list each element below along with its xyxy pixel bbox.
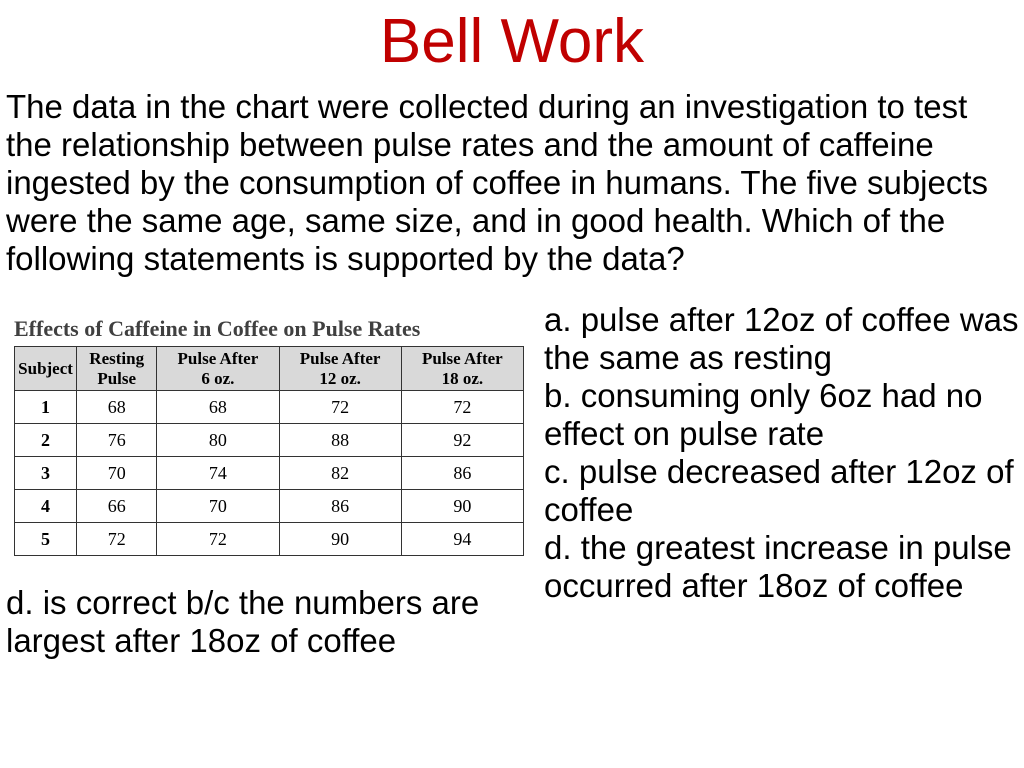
table-row: 1 68 68 72 72 (15, 391, 524, 424)
cell-subject: 1 (15, 391, 77, 424)
col-after-18oz: Pulse After18 oz. (401, 347, 523, 391)
answer-a: a. pulse after 12oz of coffee was the sa… (544, 301, 1024, 377)
cell: 76 (77, 424, 157, 457)
cell: 72 (401, 391, 523, 424)
cell: 74 (157, 457, 279, 490)
cell-subject: 3 (15, 457, 77, 490)
answer-d: d. the greatest increase in pulse occurr… (544, 529, 1024, 605)
table-body: 1 68 68 72 72 2 76 80 88 92 3 70 74 (15, 391, 524, 556)
cell: 88 (279, 424, 401, 457)
table-row: 2 76 80 88 92 (15, 424, 524, 457)
cell: 94 (401, 523, 523, 556)
col-resting: RestingPulse (77, 347, 157, 391)
cell: 70 (157, 490, 279, 523)
cell: 86 (401, 457, 523, 490)
cell: 72 (279, 391, 401, 424)
cell: 80 (157, 424, 279, 457)
table-row: 3 70 74 82 86 (15, 457, 524, 490)
col-subject: Subject (15, 347, 77, 391)
cell: 68 (157, 391, 279, 424)
cell: 72 (157, 523, 279, 556)
cell: 66 (77, 490, 157, 523)
table-row: 4 66 70 86 90 (15, 490, 524, 523)
col-after-12oz: Pulse After12 oz. (279, 347, 401, 391)
question-text: The data in the chart were collected dur… (6, 88, 1018, 278)
pulse-table: Subject RestingPulse Pulse After6 oz. Pu… (14, 346, 524, 556)
slide: Bell Work The data in the chart were col… (0, 6, 1024, 768)
cell-subject: 2 (15, 424, 77, 457)
cell: 92 (401, 424, 523, 457)
table-header-row: Subject RestingPulse Pulse After6 oz. Pu… (15, 347, 524, 391)
col-after-6oz: Pulse After6 oz. (157, 347, 279, 391)
table-row: 5 72 72 90 94 (15, 523, 524, 556)
cell: 68 (77, 391, 157, 424)
cell: 70 (77, 457, 157, 490)
answer-c: c. pulse decreased after 12oz of coffee (544, 453, 1024, 529)
cell: 82 (279, 457, 401, 490)
answer-b: b. consuming only 6oz had no effect on p… (544, 377, 1024, 453)
cell-subject: 5 (15, 523, 77, 556)
data-table-region: Effects of Caffeine in Coffee on Pulse R… (14, 316, 534, 556)
cell: 72 (77, 523, 157, 556)
answer-choices: a. pulse after 12oz of coffee was the sa… (544, 301, 1024, 605)
cell: 86 (279, 490, 401, 523)
cell: 90 (401, 490, 523, 523)
table-title: Effects of Caffeine in Coffee on Pulse R… (14, 316, 534, 342)
answer-explanation: d. is correct b/c the numbers are larges… (6, 584, 546, 660)
cell: 90 (279, 523, 401, 556)
slide-title: Bell Work (0, 6, 1024, 77)
cell-subject: 4 (15, 490, 77, 523)
